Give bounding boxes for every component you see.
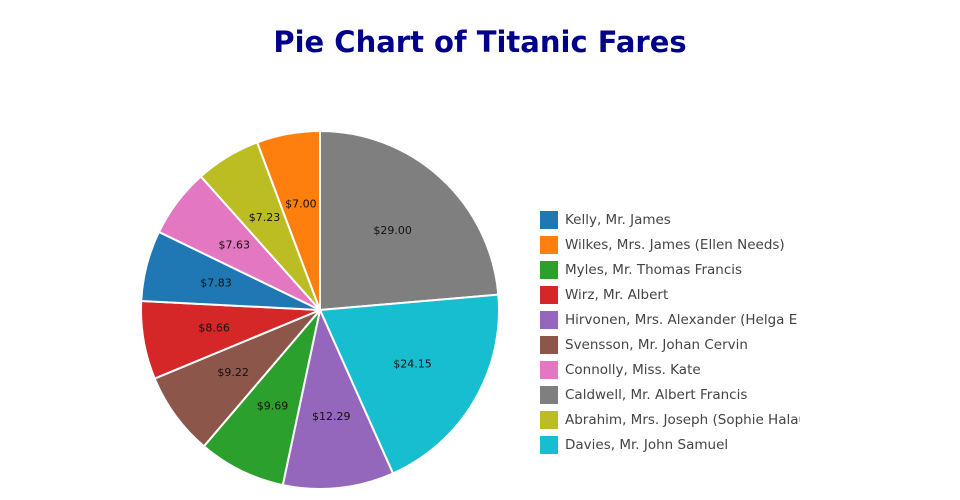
legend-label: Abrahim, Mrs. Joseph (Sophie Halaut [565,412,812,428]
legend-label: Myles, Mr. Thomas Francis [565,262,742,278]
legend-label: Svensson, Mr. Johan Cervin [565,337,748,353]
slice-label: $7.23 [249,211,281,224]
legend-swatch [540,361,558,379]
pie-slice [319,129,500,312]
pie-slice [281,306,395,490]
slice-label: $9.69 [257,399,289,412]
legend-label: Connolly, Miss. Kate [565,362,701,378]
legend-swatch [540,386,558,404]
legend-label: Kelly, Mr. James [565,212,671,228]
legend-label: Davies, Mr. John Samuel [565,437,728,453]
slice-label: $9.22 [217,366,249,379]
legend-swatch [540,436,558,454]
slice-label: $12.29 [312,410,351,423]
chart-title: Pie Chart of Titanic Fares [273,25,686,59]
pie-slice [318,293,500,475]
legend-swatch [540,236,558,254]
pie-slice [255,129,321,311]
legend: Kelly, Mr. James Wilkes, Mrs. James (Elle… [540,211,813,454]
legend-swatch [540,311,558,329]
legend-label: Wirz, Mr. Albert [565,287,668,303]
legend-swatch [540,261,558,279]
slice-label: $24.15 [393,358,432,371]
legend-swatch [540,286,558,304]
legend-swatch [540,336,558,354]
slice-label: $29.00 [373,224,412,237]
legend-swatch [540,411,558,429]
legend-label: Hirvonen, Mrs. Alexander (Helga E Li [565,312,813,328]
pie: $29.00 $24.15 $12.29 $9.69 $9.22 $8.66 $7.83 $7… [140,129,500,490]
slice-label: $8.66 [198,321,230,334]
slice-label: $7.83 [200,276,232,289]
slice-label: $7.63 [219,238,251,251]
legend-swatch [540,211,558,229]
legend-label: Wilkes, Mrs. James (Ellen Needs) [565,237,785,253]
legend-label: Caldwell, Mr. Albert Francis [565,387,747,403]
slice-label: $7.00 [285,197,317,210]
